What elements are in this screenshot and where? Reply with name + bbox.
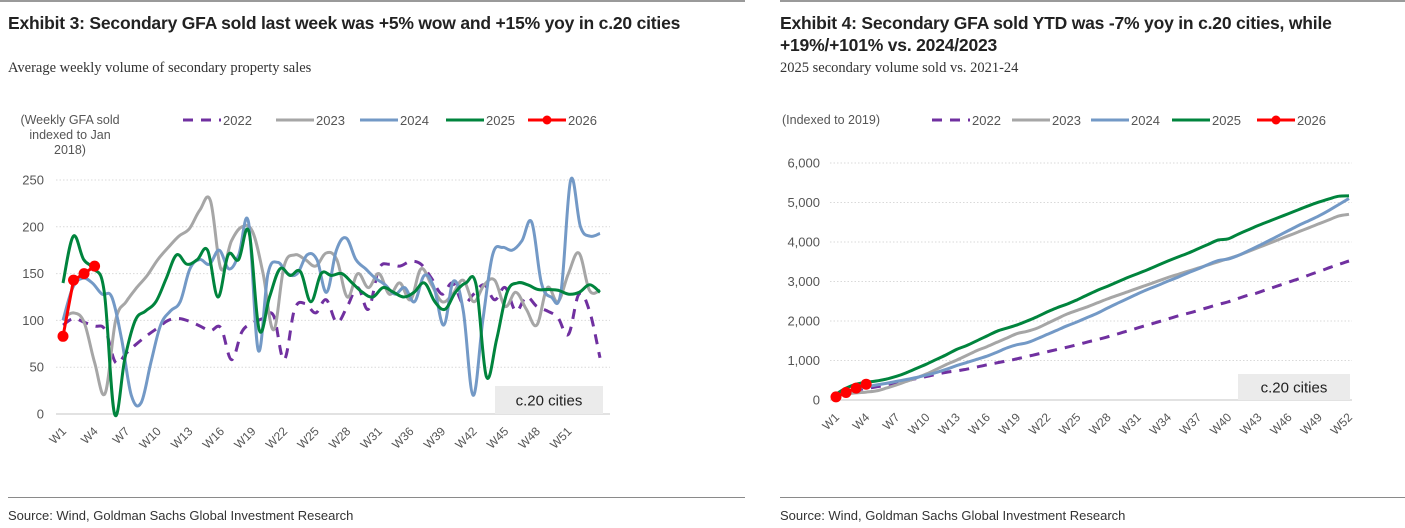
exhibit-4-chart: (Indexed to 2019) 0 1,000 2,000 3,000 4,000 5,…	[782, 113, 1356, 438]
exhibit-3-subtitle: Average weekly volume of secondary prope…	[8, 60, 312, 76]
legend-label-2026: 2026	[568, 113, 597, 128]
y-tick-label: 250	[22, 173, 44, 188]
x-tick-label: W52	[1328, 410, 1356, 438]
y-tick-label: 5,000	[787, 195, 820, 210]
x-tick-label: W42	[452, 424, 480, 452]
bottom-divider	[8, 497, 745, 498]
legend-label-2026: 2026	[1297, 113, 1326, 128]
x-tick-label: W13	[168, 424, 196, 452]
x-tick-label: W22	[263, 424, 291, 452]
legend-marker-2026	[542, 115, 552, 125]
series-line-2024	[61, 176, 601, 408]
x-tick-label: W4	[78, 424, 101, 447]
exhibit-4-panel: Exhibit 4: Secondary GFA sold YTD was -7…	[780, 0, 1405, 528]
x-tick-label: W10	[137, 424, 165, 452]
exhibit-3-title: Exhibit 3: Secondary GFA sold last week …	[8, 13, 681, 33]
y-tick-label: 2,000	[787, 314, 820, 329]
y-axis-unit-line: indexed to Jan	[29, 128, 110, 142]
y-axis-unit-line: (Weekly GFA sold	[20, 113, 119, 127]
y-axis-unit-label: (Weekly GFA sold indexed to Jan 2018)	[20, 113, 119, 157]
series-marker-2026	[850, 382, 862, 394]
exhibit-4-source: Source: Wind, Goldman Sachs Global Inves…	[780, 508, 1126, 523]
bottom-divider	[780, 497, 1405, 498]
top-divider	[0, 0, 745, 2]
annotation-box	[1238, 374, 1350, 400]
series-marker-2026	[89, 260, 101, 272]
x-tick-label: W19	[996, 410, 1024, 438]
legend-label-2025: 2025	[486, 113, 515, 128]
exhibit-3-panel: Exhibit 3: Secondary GFA sold last week …	[0, 0, 745, 523]
x-tick-label: W25	[1056, 410, 1084, 438]
legend-label-2024: 2024	[1131, 113, 1160, 128]
x-tick-label: W25	[294, 424, 322, 452]
y-tick-label: 150	[22, 266, 44, 281]
x-tick-label: W16	[200, 424, 228, 452]
legend-label-2024: 2024	[400, 113, 429, 128]
x-tick-label: W37	[1177, 410, 1205, 438]
x-tick-label: W1	[819, 410, 842, 433]
y-tick-label: 200	[22, 219, 44, 234]
annotation-label: c.20 cities	[1261, 380, 1328, 397]
x-tick-label: W51	[547, 424, 575, 452]
x-tick-label: W1	[46, 424, 69, 447]
series-line-2024	[835, 197, 1350, 398]
legend-label-2023: 2023	[1052, 113, 1081, 128]
y-tick-label: 50	[30, 360, 44, 375]
x-tick-label: W7	[880, 410, 903, 433]
x-tick-label: W4	[850, 410, 873, 433]
x-tick-label: W45	[484, 424, 512, 452]
series-line-2023	[62, 195, 601, 397]
exhibit-4-title: Exhibit 4: Secondary GFA sold YTD was -7…	[780, 13, 1332, 55]
top-divider	[780, 0, 1405, 2]
y-tick-label: 4,000	[787, 235, 820, 250]
legend-label-2022: 2022	[223, 113, 252, 128]
legend-marker-2026	[1271, 115, 1281, 125]
series-line-2022	[835, 259, 1350, 398]
legend-label-2023: 2023	[316, 113, 345, 128]
x-tick-label: W46	[1267, 410, 1295, 438]
exhibit-3-chart: (Weekly GFA sold indexed to Jan 2018) 0 50 10…	[20, 113, 610, 452]
exhibit-3-source: Source: Wind, Goldman Sachs Global Inves…	[8, 508, 354, 523]
y-tick-label: 3,000	[787, 274, 820, 289]
series-marker-2026	[840, 386, 852, 398]
series-line-2022	[62, 259, 602, 365]
annotation-box	[495, 386, 603, 414]
x-tick-label: W31	[1117, 410, 1145, 438]
series-line-2025	[835, 194, 1350, 396]
exhibit-4-subtitle: 2025 secondary volume sold vs. 2021-24	[780, 60, 1019, 76]
x-tick-label: W16	[966, 410, 994, 438]
series-marker-2026	[57, 330, 69, 342]
y-tick-label: 6,000	[787, 156, 820, 171]
y-tick-label: 0	[813, 393, 820, 408]
x-tick-label: W28	[1086, 410, 1114, 438]
x-tick-label: W22	[1026, 410, 1054, 438]
x-tick-label: W19	[231, 424, 259, 452]
y-tick-label: 0	[37, 407, 44, 422]
series-line-2026	[61, 264, 96, 337]
y-axis-unit-label: (Indexed to 2019)	[782, 113, 880, 127]
x-tick-label: W13	[935, 410, 963, 438]
x-tick-label: W48	[516, 424, 544, 452]
x-tick-label: W40	[1207, 410, 1235, 438]
legend-label-2022: 2022	[972, 113, 1001, 128]
y-tick-label: 100	[22, 313, 44, 328]
x-tick-label: W7	[110, 424, 133, 447]
annotation-label: c.20 cities	[516, 393, 583, 410]
x-tick-label: W28	[326, 424, 354, 452]
series-marker-2026	[830, 391, 842, 403]
y-axis-unit-line: 2018)	[54, 143, 86, 157]
x-tick-label: W31	[358, 424, 386, 452]
x-tick-label: W39	[421, 424, 449, 452]
x-tick-label: W49	[1298, 410, 1326, 438]
series-line-2025	[61, 227, 601, 418]
x-tick-label: W34	[1147, 410, 1175, 438]
series-marker-2026	[860, 378, 872, 390]
series-marker-2026	[78, 268, 90, 280]
x-tick-label: W36	[389, 424, 417, 452]
x-tick-label: W10	[905, 410, 933, 438]
legend-label-2025: 2025	[1212, 113, 1241, 128]
x-tick-label: W43	[1237, 410, 1265, 438]
y-tick-label: 1,000	[787, 353, 820, 368]
series-marker-2026	[68, 274, 80, 286]
